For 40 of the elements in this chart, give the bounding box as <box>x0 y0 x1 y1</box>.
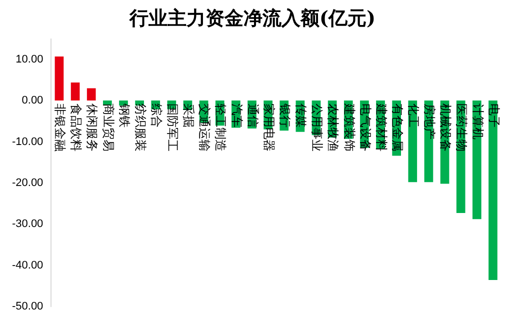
bar <box>86 88 96 101</box>
x-tick-label: 农林牧渔 <box>326 104 340 152</box>
x-tick-label: 银行 <box>278 102 292 128</box>
x-tick-label: 国防军工 <box>166 104 180 152</box>
x-tick-label: 采掘 <box>182 104 196 128</box>
x-tick-label: 医药生物 <box>454 104 469 152</box>
y-tick-label: -20.00 <box>12 176 44 189</box>
y-tick-label: 10.00 <box>16 53 44 66</box>
x-tick-label: 汽车 <box>230 104 244 128</box>
x-tick-label: 非银金融 <box>53 104 68 152</box>
bar <box>54 56 64 101</box>
chart-title: 行业主力资金净流入额(亿元) <box>128 7 376 30</box>
x-tick-label: 家用电器 <box>262 104 276 152</box>
x-tick-label: 通信 <box>246 104 260 128</box>
bar <box>408 100 418 182</box>
x-tick-label: 房地产 <box>422 104 437 140</box>
x-tick-label: 有色金属 <box>390 104 404 152</box>
x-tick-label: 计算机 <box>470 104 485 140</box>
x-tick-label: 轻工制造 <box>214 104 228 152</box>
x-tick-label: 休闲服务 <box>85 104 100 152</box>
x-tick-label: 建筑装饰 <box>342 102 356 152</box>
x-tick-label: 钢铁 <box>117 102 132 128</box>
x-tick-label: 交通运输 <box>198 104 212 152</box>
x-tick-label: 机械设备 <box>438 104 453 152</box>
x-tick-label: 综合 <box>149 104 164 128</box>
x-tick-label: 电子 <box>486 104 501 128</box>
x-tick-label: 纺织服装 <box>133 104 148 152</box>
y-tick-label: -50.00 <box>12 300 44 312</box>
y-tick-label: -30.00 <box>12 218 44 230</box>
x-tick-label: 化工 <box>406 104 421 128</box>
x-tick-label: 传媒 <box>294 104 308 128</box>
y-tick-label: -10.00 <box>12 136 44 148</box>
x-tick-label: 商业贸易 <box>101 104 116 152</box>
x-tick-label: 电气设备 <box>358 104 372 152</box>
x-tick-label: 建筑材料 <box>374 102 388 152</box>
x-tick-label: 食品饮料 <box>69 104 84 152</box>
x-tick-label: 公用事业 <box>310 104 324 152</box>
y-tick-label: 0.00 <box>22 94 44 107</box>
y-tick-label: -40.00 <box>12 259 44 272</box>
bar <box>70 82 80 101</box>
